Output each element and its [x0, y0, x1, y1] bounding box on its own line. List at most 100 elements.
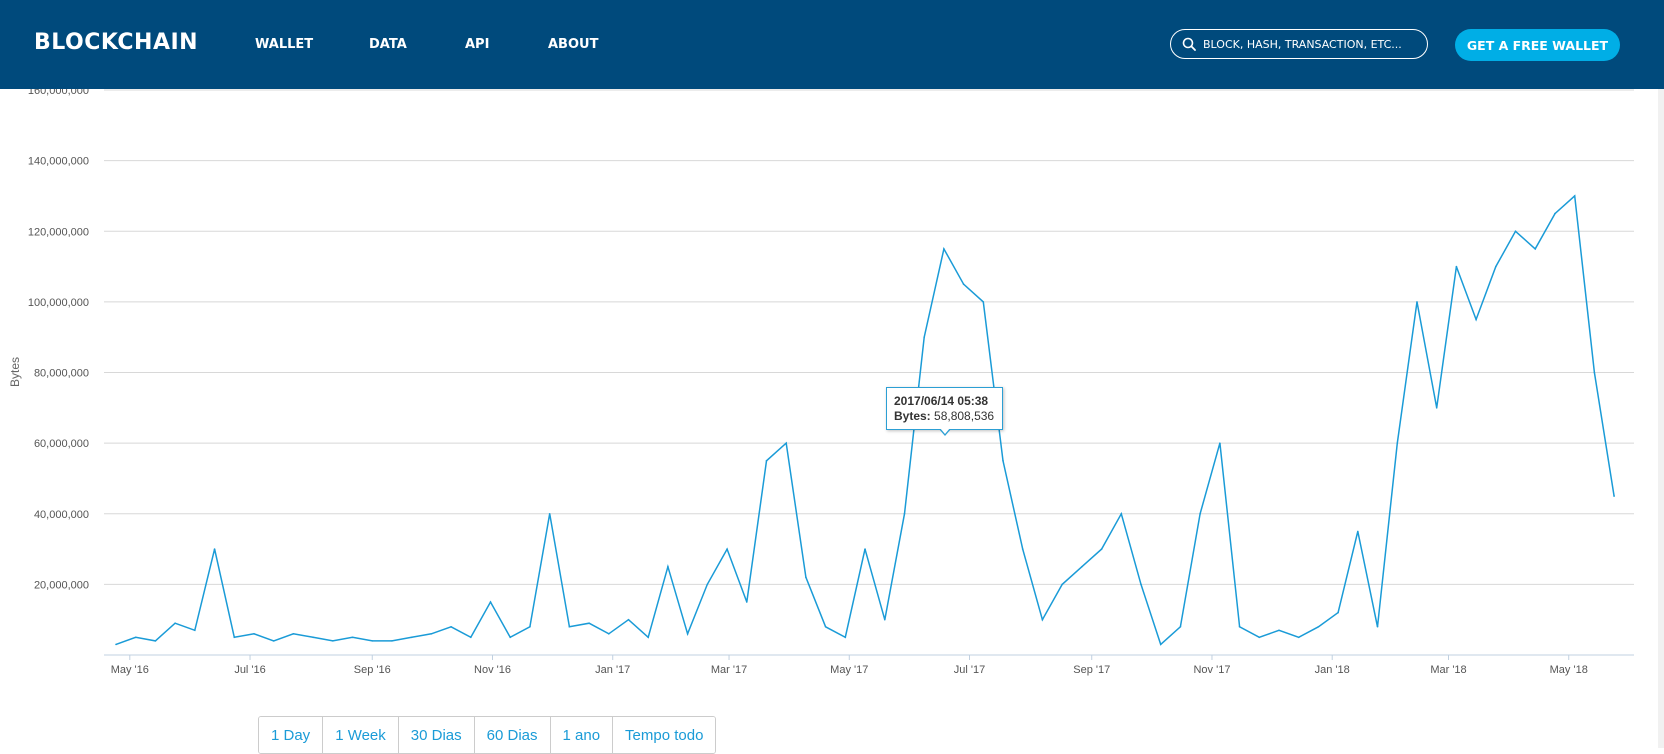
- data-point: [745, 601, 748, 603]
- range-1-week-button[interactable]: 1 Week: [323, 717, 399, 753]
- data-point: [1455, 265, 1458, 268]
- data-point: [134, 636, 137, 639]
- data-point: [943, 248, 945, 250]
- series-line: [115, 194, 1615, 646]
- data-point: [667, 565, 669, 568]
- data-point: [1376, 625, 1379, 628]
- data-point: [824, 625, 827, 628]
- data-point: [607, 633, 610, 635]
- x-tick-label: Mar '18: [1430, 664, 1466, 676]
- data-point: [1081, 565, 1083, 568]
- data-point: [312, 636, 314, 639]
- data-point: [1435, 407, 1438, 409]
- chart-area: 20,000,000 40,000,000 60,000,000 80,000,000…: [0, 89, 1656, 709]
- data-point: [430, 633, 433, 635]
- x-tick-label: Nov '17: [1193, 664, 1230, 676]
- range-1-day-button[interactable]: 1 Day: [259, 717, 324, 753]
- tooltip-arrow-inner: [940, 428, 950, 434]
- data-point: [253, 633, 255, 635]
- data-point: [1475, 318, 1477, 321]
- nav-api[interactable]: API: [465, 37, 490, 52]
- data-point: [1179, 625, 1182, 628]
- data-point: [509, 636, 512, 639]
- data-point: [332, 640, 334, 642]
- data-point: [410, 636, 413, 639]
- nav-about[interactable]: ABOUT: [548, 37, 599, 52]
- data-point: [489, 601, 492, 603]
- range-30-days-button[interactable]: 30 Dias: [398, 717, 475, 753]
- get-free-wallet-button[interactable]: GET A FREE WALLET: [1455, 29, 1620, 61]
- tooltip-date: 2017/06/14 05:38: [894, 394, 989, 408]
- data-point: [726, 548, 728, 550]
- y-tick-label: 100,000,000: [28, 297, 89, 309]
- data-point: [1238, 625, 1241, 628]
- data-point: [1002, 459, 1004, 462]
- block-size-chart: 20,000,000 40,000,000 60,000,000 80,000,000…: [8, 89, 1634, 676]
- x-axis-ticks: May '16 Jul '16 Sep '16 Nov '16 Jan '17 Mar '…: [111, 655, 1588, 676]
- search-icon: [1182, 37, 1196, 51]
- data-point: [1159, 643, 1162, 646]
- data-point: [1416, 301, 1418, 303]
- y-tick-label: 140,000,000: [28, 156, 89, 168]
- data-point: [1396, 442, 1399, 444]
- data-point: [647, 636, 650, 639]
- y-axis-ticks: 20,000,000 40,000,000 60,000,000 80,000,000…: [28, 89, 89, 591]
- data-point: [627, 618, 630, 621]
- data-point: [1219, 442, 1221, 444]
- search-input[interactable]: [1203, 35, 1418, 53]
- data-point: [962, 283, 965, 286]
- data-point: [923, 336, 925, 338]
- y-tick-label: 120,000,000: [28, 226, 89, 238]
- data-point: [371, 640, 374, 642]
- range-all-time-button[interactable]: Tempo todo: [613, 717, 716, 753]
- x-tick-label: Jul '16: [234, 664, 265, 676]
- data-point: [174, 622, 176, 625]
- data-point: [903, 512, 906, 515]
- data-point: [1337, 611, 1339, 614]
- data-point: [1021, 548, 1024, 550]
- blockchain-logo[interactable]: BLOCKCHAIN: [34, 30, 199, 55]
- data-point: [1554, 212, 1556, 215]
- x-tick-label: Jan '18: [1315, 664, 1350, 676]
- y-tick-label: 40,000,000: [34, 509, 89, 521]
- y-tick-label: 80,000,000: [34, 368, 89, 380]
- data-point: [1593, 371, 1596, 374]
- y-axis-label: Bytes: [8, 357, 22, 387]
- x-tick-label: Nov '16: [474, 664, 511, 676]
- nav-data[interactable]: DATA: [369, 37, 407, 52]
- data-point: [1258, 636, 1261, 639]
- data-point: [844, 636, 847, 639]
- x-tick-label: May '17: [830, 664, 868, 676]
- data-point: [292, 633, 295, 635]
- data-point: [115, 643, 117, 646]
- y-tick-label: 60,000,000: [34, 438, 89, 450]
- data-point: [1613, 495, 1615, 497]
- scrollbar[interactable]: [1658, 89, 1664, 748]
- chart-tooltip: 2017/06/14 05:38 Bytes: 58,808,536: [886, 387, 1003, 436]
- range-60-days-button[interactable]: 60 Dias: [474, 717, 551, 753]
- data-points: [115, 195, 1615, 646]
- data-point: [883, 618, 886, 621]
- data-point: [272, 640, 275, 642]
- data-point: [154, 640, 157, 642]
- search-box[interactable]: [1170, 29, 1428, 59]
- y-tick-label: 20,000,000: [34, 579, 89, 591]
- data-point: [686, 633, 689, 635]
- data-point: [1495, 265, 1497, 268]
- range-1-year-button[interactable]: 1 ano: [550, 717, 614, 753]
- data-point: [805, 576, 807, 579]
- x-tick-label: Sep '16: [354, 664, 391, 676]
- data-point: [765, 459, 768, 462]
- data-point: [568, 625, 571, 628]
- time-range-selector: 1 Day 1 Week 30 Dias 60 Dias 1 ano Tempo…: [258, 716, 717, 754]
- data-point: [1041, 618, 1044, 621]
- data-point: [391, 640, 393, 642]
- data-point: [1317, 625, 1320, 628]
- nav-wallet[interactable]: WALLET: [255, 37, 314, 52]
- data-point: [548, 512, 551, 515]
- data-point: [1514, 230, 1517, 233]
- x-tick-label: May '18: [1550, 664, 1588, 676]
- data-point: [213, 548, 216, 550]
- x-tick-label: Sep '17: [1073, 664, 1110, 676]
- data-point: [233, 636, 236, 639]
